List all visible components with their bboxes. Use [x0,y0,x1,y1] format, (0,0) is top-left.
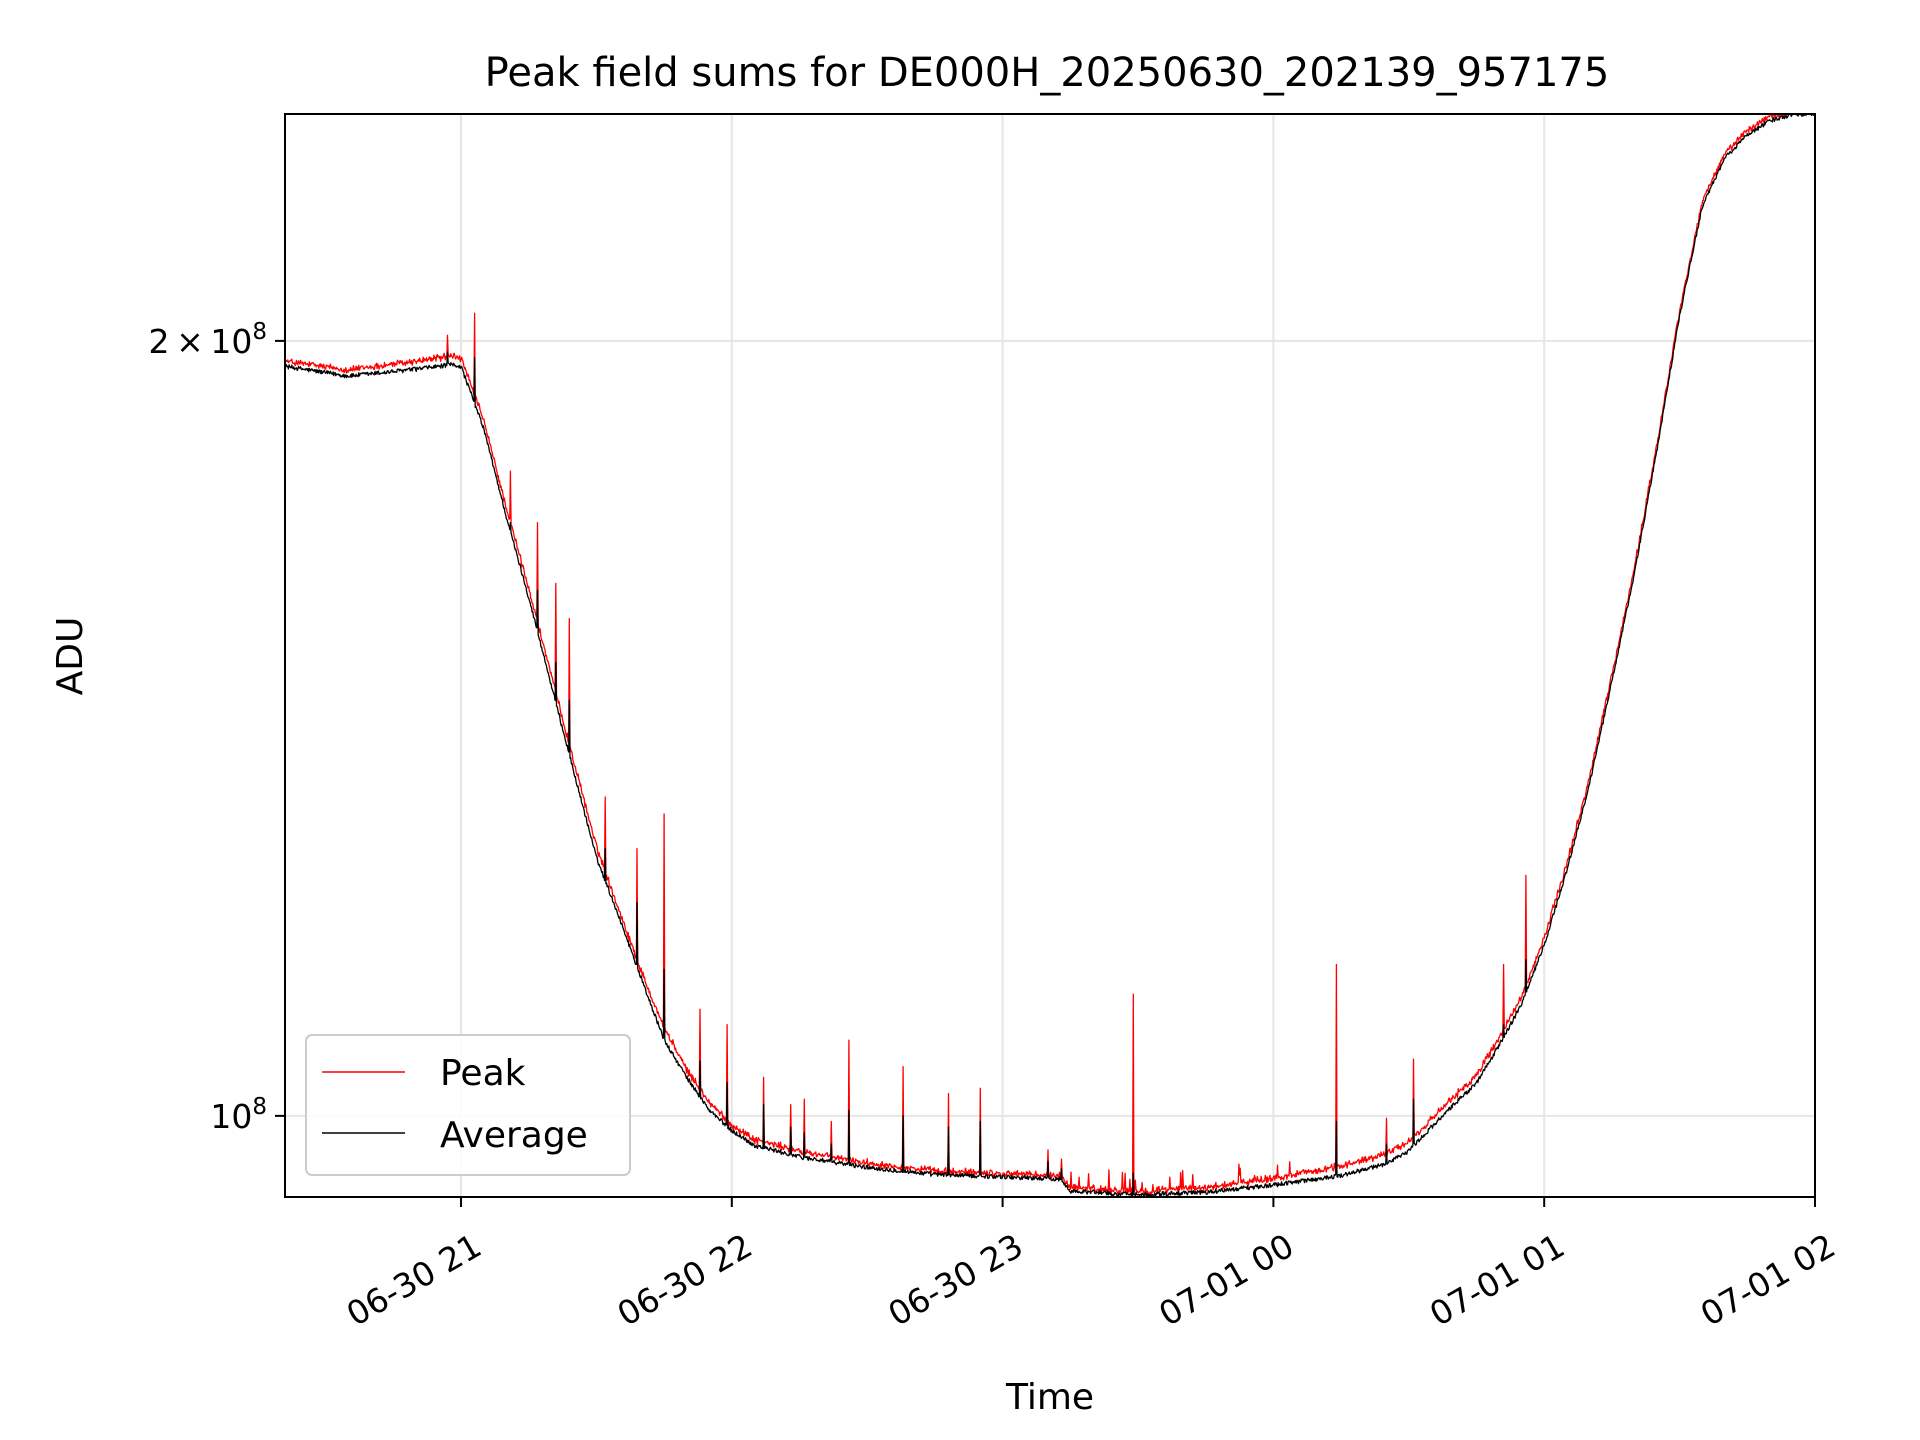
series-average-line [284,113,1816,1197]
plot-frame [284,113,1816,1198]
series-layer [284,113,1816,1197]
legend-label-average: Average [440,1115,588,1156]
legend-box [305,1034,631,1176]
y-tick-label: 2 × 108 [149,319,267,361]
legend-label-peak: Peak [440,1053,526,1094]
y-axis-label: ADU [50,617,91,696]
series-peak-line [284,113,1815,1196]
x-axis-label: Time [1005,1377,1094,1418]
chart-title: Peak field sums for DE000H_20250630_2021… [485,50,1610,96]
legend: Peak Average [305,1034,631,1176]
y-tick-label: 108 [210,1094,267,1136]
y-axis: 2 × 108 108 [149,319,285,1136]
